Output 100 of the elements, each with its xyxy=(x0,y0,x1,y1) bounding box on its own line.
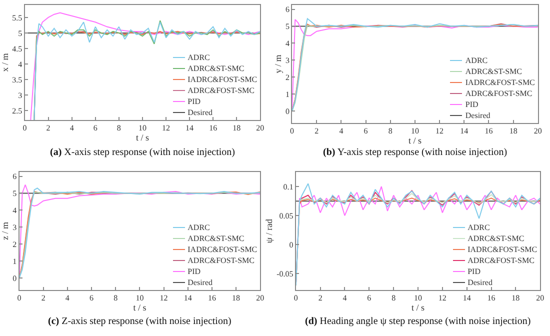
x-tick-label: 14 xyxy=(460,126,468,136)
x-tick-label: 16 xyxy=(209,124,218,133)
y-tick-label: 1 xyxy=(12,256,17,266)
y-tick-label: 3 xyxy=(12,222,17,232)
y-tick-label: 4.5 xyxy=(12,44,22,54)
y-tick-label: 0.1 xyxy=(283,182,294,192)
y-tick-label: 0 xyxy=(12,274,17,283)
x-tick-label: 16 xyxy=(487,294,496,303)
y-tick-label: 0 xyxy=(285,106,290,116)
x-tick-label: 6 xyxy=(364,126,368,136)
legend-label: ADRC&FOST-SMC xyxy=(465,88,532,99)
x-tick-label: 4 xyxy=(339,126,344,136)
x-tick-label: 2 xyxy=(41,294,46,303)
x-tick-label: 2 xyxy=(318,294,322,303)
x-tick-label: 12 xyxy=(160,294,168,303)
x-tick-label: 18 xyxy=(232,294,240,303)
x-tick-label: 10 xyxy=(138,124,146,133)
legend-label: Desired xyxy=(465,110,490,121)
x-tick-label: 18 xyxy=(232,124,241,133)
y-tick-label: 0.05 xyxy=(279,211,294,220)
x-tick-label: 20 xyxy=(534,126,542,136)
x-tick-label: 14 xyxy=(186,124,194,133)
x-tick-label: 8 xyxy=(388,126,392,136)
x-axis-title: t / s xyxy=(136,132,150,143)
y-tick-label: 5.5 xyxy=(12,13,22,22)
legend-label: ADRC&ST-SMC xyxy=(468,232,524,244)
x-tick-label: 12 xyxy=(162,124,170,133)
x-tick-label: 4 xyxy=(70,124,74,133)
y-tick-label: 3 xyxy=(285,56,290,65)
legend-label: ADRC&FOST-SMC xyxy=(468,254,534,266)
legend-label: ADRC xyxy=(188,222,210,233)
x-tick-label: 20 xyxy=(536,294,544,303)
y-tick-label: -0.05 xyxy=(276,270,294,278)
y-axis-title: z / m xyxy=(0,222,10,240)
x-tick-label: 14 xyxy=(462,294,471,303)
y-tick-label: 6 xyxy=(285,5,290,14)
x-tick-label: 4 xyxy=(342,294,347,303)
text: (c) Z-axis step response (with noise injection) xyxy=(48,316,232,327)
y-tick-label: 6 xyxy=(12,172,17,182)
legend-label: Desired xyxy=(188,276,213,288)
text: (a) X-axis step response (with noise injection) xyxy=(50,147,235,158)
x-tick-label: 10 xyxy=(410,126,419,136)
x-tick-label: 10 xyxy=(414,294,422,303)
x-tick-label: 8 xyxy=(392,294,396,303)
legend-label: PID xyxy=(468,266,480,277)
y-tick-label: 4 xyxy=(18,60,22,69)
x-tick-label: 12 xyxy=(436,126,444,136)
legend-label: ADRC&ST-SMC xyxy=(188,232,244,244)
x-tick-label: 16 xyxy=(484,126,493,136)
legend-label: ADRC xyxy=(468,222,490,233)
y-tick-label: 4 xyxy=(285,39,290,48)
y-tick-label: 1 xyxy=(285,90,290,99)
legend-label: IADRC&FOST-SMC xyxy=(465,76,535,88)
x-tick-label: 8 xyxy=(116,124,121,133)
y-tick-label: 2 xyxy=(285,72,290,82)
y-axis-title: x / m xyxy=(0,53,10,72)
legend-label: IADRC&FOST-SMC xyxy=(188,74,258,85)
legend-label: Desired xyxy=(468,276,492,288)
x-tick-label: 16 xyxy=(208,294,216,303)
x-tick-label: 18 xyxy=(509,126,518,136)
legend-label: PID xyxy=(188,266,201,277)
legend-label: PID xyxy=(188,96,201,107)
legend-label: IADRC&FOST-SMC xyxy=(468,244,538,255)
y-tick-label: 2.5 xyxy=(12,106,22,116)
x-tick-label: 18 xyxy=(512,294,520,303)
x-axis-title: t / s xyxy=(411,302,425,313)
x-tick-label: 6 xyxy=(90,294,94,303)
x-axis-title: t / s xyxy=(133,302,147,313)
y-axis-title: y / m xyxy=(272,54,283,74)
legend-label: ADRC&FOST-SMC xyxy=(188,254,254,266)
y-tick-label: 3 xyxy=(18,90,22,100)
legend-label: ADRC&FOST-SMC xyxy=(188,84,254,96)
legend-label: IADRC&FOST-SMC xyxy=(188,244,258,255)
x-tick-label: 6 xyxy=(367,294,372,303)
y-tick-label: 3.5 xyxy=(12,75,22,84)
legend-label: ADRC xyxy=(188,52,210,63)
x-tick-label: 20 xyxy=(256,294,264,303)
y-tick-label: 5 xyxy=(12,189,17,198)
x-axis-title: t / s xyxy=(408,136,422,146)
text: (d) Heading angle ψ step response (with noise injection) xyxy=(305,316,531,327)
x-tick-label: 10 xyxy=(136,294,144,303)
y-axis-title: ψ / rad xyxy=(264,218,274,244)
legend-label: ADRC&ST-SMC xyxy=(188,62,244,74)
legend-label: ADRC&ST-SMC xyxy=(465,66,522,77)
x-tick-label: 2 xyxy=(46,124,50,133)
y-tick-label: 5 xyxy=(285,22,290,32)
x-tick-label: 8 xyxy=(114,294,118,303)
x-tick-label: 2 xyxy=(314,126,319,136)
legend-label: Desired xyxy=(188,106,213,118)
text: (b) Y-axis step response (with noise injection) xyxy=(323,147,508,158)
x-tick-label: 14 xyxy=(184,294,192,303)
y-tick-label: 0 xyxy=(289,240,294,250)
x-tick-label: 12 xyxy=(438,294,446,303)
legend-label: ADRC xyxy=(465,54,488,66)
x-tick-label: 6 xyxy=(93,124,98,133)
y-tick-label: 5 xyxy=(18,28,22,38)
y-tick-label: 2 xyxy=(12,240,17,249)
legend-label: PID xyxy=(465,98,478,110)
y-tick-label: 4 xyxy=(12,206,17,216)
x-tick-label: 20 xyxy=(256,124,264,133)
